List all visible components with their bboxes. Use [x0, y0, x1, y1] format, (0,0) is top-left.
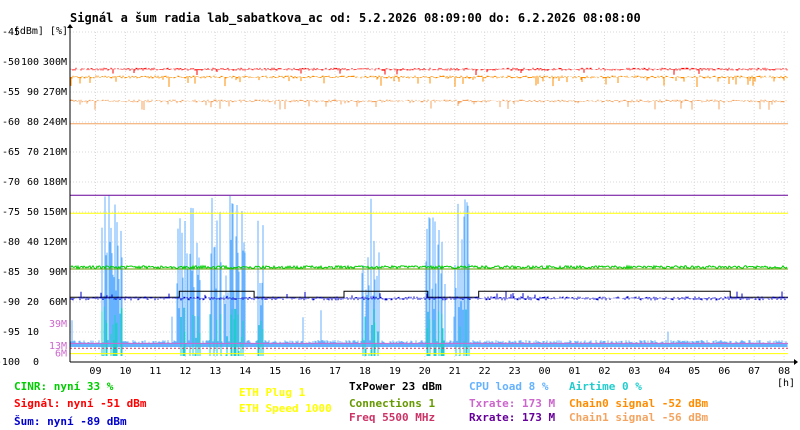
- y-tick-pct: 30: [27, 267, 39, 278]
- y-tick-pct: 60: [27, 177, 39, 188]
- y-tick-dbm: -70: [2, 177, 20, 188]
- legend-freq: Freq 5500 MHz: [349, 411, 436, 424]
- legend-eth-speed: ETH Speed 1000: [239, 402, 332, 415]
- x-tick: 08: [778, 366, 790, 377]
- y-tick-dbm: -75: [2, 207, 20, 218]
- series-noise: [70, 291, 788, 301]
- y-tick-pct: 100: [21, 57, 39, 68]
- legend-connections: Connections 1: [349, 397, 436, 410]
- x-tick: 12: [179, 366, 191, 377]
- x-tick: 06: [718, 366, 730, 377]
- y-tick-rate: 39M: [49, 319, 67, 330]
- y-tick-rate: 90M: [49, 267, 67, 278]
- chart-series: [70, 67, 788, 356]
- legend-chain0: Chain0 signal -52 dBm: [569, 397, 709, 410]
- x-tick: 21: [449, 366, 461, 377]
- legend-cinr: CINR: nyní 33 %: [14, 380, 114, 393]
- x-tick: 01: [568, 366, 580, 377]
- series-cpu-load: [70, 195, 788, 347]
- x-tick: 04: [658, 366, 670, 377]
- x-tick: 10: [119, 366, 131, 377]
- chart-tick-labels: [dBm] [%]-45 -50 -55 -60 -65 -70 -75 -80 -85 -90 -…: [0, 26, 795, 389]
- y-tick-rate: 210M: [43, 147, 67, 158]
- x-tick: 09: [89, 366, 101, 377]
- x-tick: 02: [598, 366, 610, 377]
- y-tick-rate: 270M: [43, 87, 67, 98]
- x-tick: 15: [269, 366, 281, 377]
- legend-chain1: Chain1 signal -56 dBm: [569, 411, 709, 424]
- series-chain0-signal: [70, 75, 788, 87]
- y-tick-rate: 180M: [43, 177, 67, 188]
- legend-rxrate: Rxrate: 173 M: [469, 411, 556, 424]
- legend-cpu: CPU load 8 %: [469, 380, 549, 393]
- y-tick-rate: 13M: [49, 341, 67, 352]
- y-axis-units: [dBm] [%]: [14, 26, 68, 37]
- y-tick-rate: 240M: [43, 117, 67, 128]
- series-signal: [70, 67, 788, 76]
- y-tick-pct: 80: [27, 117, 39, 128]
- legend-airtime: Airtime 0 %: [569, 380, 642, 393]
- x-tick: 20: [419, 366, 431, 377]
- y-tick-rate: 60M: [49, 297, 67, 308]
- x-tick: 00: [539, 366, 551, 377]
- y-tick-dbm: -65: [2, 147, 20, 158]
- y-tick-pct: 0: [33, 357, 39, 368]
- y-tick-dbm: -100: [0, 357, 20, 368]
- x-tick: 07: [748, 366, 760, 377]
- x-tick: 14: [239, 366, 251, 377]
- y-tick-dbm: -90: [2, 297, 20, 308]
- x-tick: 22: [479, 366, 491, 377]
- y-tick-rate: 300M: [43, 57, 67, 68]
- y-tick-dbm: -85: [2, 267, 20, 278]
- legend-txrate: Txrate: 173 M: [469, 397, 556, 410]
- legend-noise: Šum: nyní -89 dBm: [14, 415, 127, 428]
- y-tick-dbm: -60: [2, 117, 20, 128]
- y-tick-rate: 150M: [43, 207, 67, 218]
- y-tick-dbm: -55: [2, 87, 20, 98]
- y-tick-rate: 120M: [43, 237, 67, 248]
- y-tick-pct: 20: [27, 297, 39, 308]
- x-tick: 11: [149, 366, 161, 377]
- chart-grid: [70, 31, 788, 363]
- x-tick: 23: [509, 366, 521, 377]
- x-axis-unit: [h]: [777, 378, 795, 389]
- y-tick-pct: 90: [27, 87, 39, 98]
- y-tick-pct: 70: [27, 147, 39, 158]
- series-txpower: [70, 290, 788, 298]
- y-tick-pct: 10: [27, 327, 39, 338]
- y-tick-pct: 50: [27, 207, 39, 218]
- series-airtime: [101, 306, 470, 356]
- y-tick-dbm: -50: [2, 57, 20, 68]
- series-cinr: [70, 264, 788, 271]
- y-tick-dbm: -80: [2, 237, 20, 248]
- x-tick: 17: [329, 366, 341, 377]
- x-axis-arrow: [794, 359, 798, 365]
- y-tick-pct: 40: [27, 237, 39, 248]
- y-tick-dbm: -95: [2, 327, 20, 338]
- legend-txpower: TxPower 23 dBm: [349, 380, 442, 393]
- x-tick: 03: [628, 366, 640, 377]
- series-chain1-signal: [70, 99, 788, 110]
- legend-signal: Signál: nyní -51 dBm: [14, 397, 147, 410]
- x-tick: 18: [359, 366, 371, 377]
- y-axis-arrow: [67, 24, 73, 28]
- x-tick: 05: [688, 366, 700, 377]
- x-tick: 13: [209, 366, 221, 377]
- chart-title: Signál a šum radia lab_sabatkova_ac od: …: [70, 11, 641, 25]
- y-tick-dbm: -45: [2, 27, 20, 38]
- x-tick: 16: [299, 366, 311, 377]
- y-tick-rate: 6M: [55, 349, 67, 360]
- x-tick: 19: [389, 366, 401, 377]
- legend-eth-plug: ETH Plug 1: [239, 386, 306, 399]
- chart-axes: [67, 24, 798, 365]
